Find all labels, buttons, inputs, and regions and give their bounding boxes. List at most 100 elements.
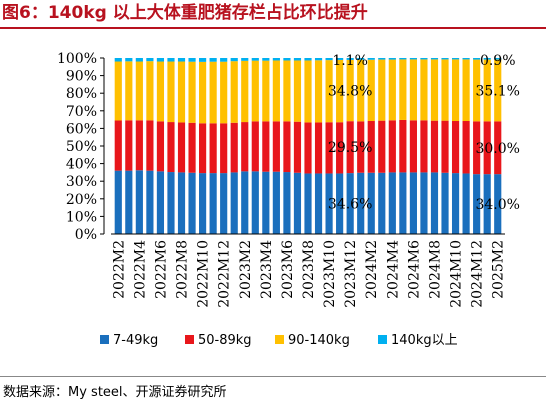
bar-segment-90-140kg-2022m10	[199, 61, 207, 124]
bar-segment-50-89kg-2024m9	[441, 120, 449, 173]
x-tick-label: 2023M10	[322, 240, 338, 308]
bar-segment-140kg-2023m3	[251, 58, 259, 61]
bar-segment-140kg-2023m12	[346, 58, 354, 60]
chart-title: 图6：140kg 以上大体重肥猪存栏占比环比提升	[2, 3, 368, 23]
bar-segment-90-140kg-2024m3	[378, 59, 386, 121]
x-tick-label: 2024M4	[385, 240, 401, 299]
y-tick-label: 20%	[66, 192, 97, 208]
bar-segment-7-49kg-2022m3	[125, 170, 133, 234]
bar-segment-140kg-2024m10	[451, 58, 460, 60]
bar-segment-50-89kg-2024m5	[399, 119, 407, 173]
bar-segment-140kg-2023m10	[325, 58, 333, 61]
bar-segment-7-49kg-2022m4	[135, 170, 143, 234]
bar-segment-7-49kg-2022m8	[177, 172, 186, 234]
bar-segment-140kg-2022m10	[199, 58, 207, 62]
bar-segment-7-49kg-2023m3	[251, 171, 259, 234]
bar-segment-140kg-2023m9	[314, 58, 323, 61]
bar-segment-90-140kg-2023m7	[293, 60, 302, 122]
bar-segment-140kg-2024m12	[473, 58, 481, 60]
bar-segment-140kg-2024m4	[388, 58, 396, 60]
x-tick-label: 2024M10	[449, 240, 465, 308]
bar-segment-90-140kg-2022m12	[220, 61, 228, 124]
bar-segment-140kg-2022m7	[167, 58, 175, 62]
legend-swatch	[185, 335, 194, 344]
bar-segment-50-89kg-2024m11	[462, 121, 470, 174]
bar-segment-50-89kg-2022m8	[177, 122, 186, 173]
bar-segment-50-89kg-2022m3	[125, 120, 133, 171]
x-tick-label: 2023M12	[343, 240, 359, 308]
legend-label: 7-49kg	[113, 333, 158, 348]
legend-label: 50-89kg	[198, 333, 252, 348]
bar-segment-90-140kg-2024m5	[399, 59, 407, 120]
bar-segment-7-49kg-2023m7	[293, 172, 302, 234]
bar-segment-7-49kg-2023m4	[262, 171, 270, 234]
bar-segment-140kg-2024m1	[357, 58, 365, 60]
bar-segment-90-140kg-2022m5	[146, 61, 154, 121]
bar-segment-50-89kg-2024m3	[378, 120, 386, 173]
y-tick-label: 70%	[66, 104, 97, 120]
bar-segment-50-89kg-2022m4	[135, 120, 143, 171]
x-tick-label: 2022M8	[175, 240, 191, 299]
bar-segment-7-49kg-2024m5	[399, 172, 407, 234]
x-tick-label: 2022M12	[217, 240, 233, 308]
bar-segment-90-140kg-2024m9	[441, 59, 449, 121]
bar-segment-7-49kg-2022m6	[156, 171, 165, 234]
bar-segment-140kg-2025m1	[483, 58, 491, 60]
bar-segment-140kg-2022m2	[114, 58, 122, 62]
bar-segment-90-140kg-2022m3	[125, 61, 133, 121]
bar-segment-90-140kg-2022m8	[177, 61, 186, 123]
bar-segment-50-89kg-2022m12	[220, 123, 228, 174]
bar-segment-90-140kg-2023m2	[241, 60, 249, 123]
bar-segment-7-49kg-2023m6	[283, 172, 291, 234]
x-tick-label: 2022M2	[111, 240, 127, 299]
bar-segment-50-89kg-2024m8	[430, 120, 439, 173]
bar-segment-140kg-2023m4	[262, 58, 270, 61]
data-label: 34.0%	[475, 197, 519, 213]
bar-segment-140kg-2022m5	[146, 58, 154, 62]
bar-segment-7-49kg-2023m10	[325, 173, 333, 234]
bar-segment-140kg-2023m7	[293, 58, 302, 61]
bar-segment-50-89kg-2023m11	[336, 122, 344, 174]
bar-segment-7-49kg-2024m11	[462, 173, 470, 234]
x-tick-label: 2023M8	[301, 240, 317, 299]
x-tick-label: 2024M8	[427, 240, 443, 299]
bar-segment-7-49kg-2024m12	[473, 174, 481, 234]
bar-segment-7-49kg-2023m12	[346, 173, 354, 234]
bar-segment-7-49kg-2023m11	[336, 173, 344, 234]
bar-segment-90-140kg-2023m3	[251, 60, 259, 122]
bar-segment-140kg-2024m3	[378, 58, 386, 60]
bar-segment-140kg-2023m5	[272, 58, 280, 61]
bar-segment-50-89kg-2025m2	[494, 121, 502, 175]
bar-segment-90-140kg-2024m12	[473, 59, 481, 122]
bar-segment-50-89kg-2022m2	[114, 120, 122, 171]
bar-segment-7-49kg-2024m1	[357, 172, 365, 234]
bar-segment-140kg-2022m12	[220, 58, 228, 62]
bar-segment-140kg-2023m2	[241, 58, 249, 61]
bar-segment-90-140kg-2023m11	[336, 59, 344, 123]
bar-segment-140kg-2022m3	[125, 58, 133, 62]
data-label: 35.1%	[475, 83, 519, 99]
bar-segment-140kg-2022m4	[135, 58, 143, 62]
bar-segment-50-89kg-2023m5	[272, 121, 280, 172]
bar-segment-50-89kg-2022m11	[209, 123, 217, 174]
data-label: 30.0%	[475, 141, 519, 157]
bar-segment-90-140kg-2023m10	[325, 60, 333, 123]
y-tick-label: 10%	[66, 209, 97, 225]
x-tick-label: 2023M4	[259, 240, 275, 299]
bar-segment-50-89kg-2023m8	[304, 122, 312, 174]
bar-segment-140kg-2024m5	[399, 58, 407, 60]
bar-segment-50-89kg-2023m10	[325, 122, 333, 174]
bar-segment-140kg-2023m8	[304, 58, 312, 61]
bar-segment-140kg-2023m1	[230, 58, 238, 62]
bar-segment-50-89kg-2024m1	[357, 121, 365, 173]
bar-segment-90-140kg-2024m6	[409, 59, 417, 121]
bar-segment-7-49kg-2025m1	[483, 174, 491, 234]
data-label: 1.1%	[332, 53, 368, 69]
bar-segment-90-140kg-2023m8	[304, 60, 312, 123]
bar-segment-50-89kg-2023m12	[346, 121, 354, 174]
bar-segment-50-89kg-2023m6	[283, 121, 291, 173]
bar-segment-7-49kg-2024m2	[367, 172, 375, 234]
y-tick-label: 100%	[57, 51, 97, 67]
bar-segment-50-89kg-2024m10	[451, 121, 460, 174]
bar-segment-50-89kg-2022m6	[156, 121, 165, 172]
